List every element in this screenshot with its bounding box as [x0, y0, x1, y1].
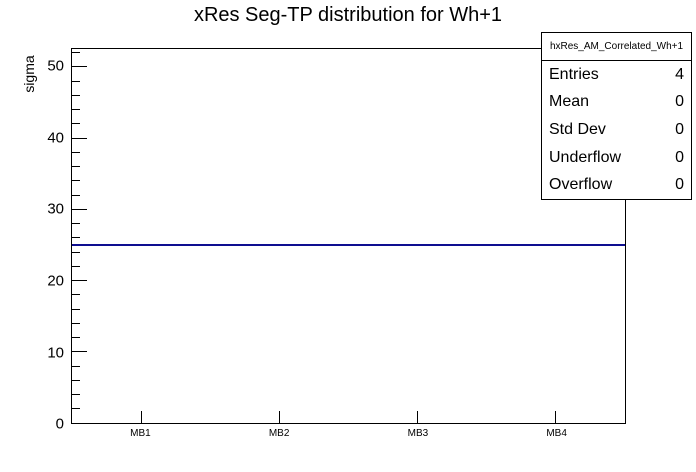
- y-minor-tick: [72, 166, 80, 167]
- y-tick-label-20: 20: [47, 272, 64, 290]
- histogram-line: [486, 243, 626, 246]
- y-minor-tick: [72, 194, 80, 196]
- y-major-tick: [72, 280, 87, 281]
- x-tick-label-mb1: MB1: [130, 428, 151, 439]
- y-minor-tick: [72, 265, 80, 267]
- chart-title: xRes Seg-TP distribution for Wh+1: [193, 4, 503, 26]
- y-major-tick: [72, 351, 87, 353]
- stats-row-stddev: Std Dev 0: [542, 116, 691, 144]
- y-tick-label-30: 30: [47, 200, 64, 218]
- stats-row-overflow: Overflow 0: [542, 171, 691, 199]
- y-tick-label-0: 0: [55, 415, 64, 433]
- histogram-line: [348, 243, 487, 246]
- y-major-tick: [72, 66, 87, 68]
- stats-row-entries: Entries 4: [542, 61, 691, 89]
- stats-value: 4: [675, 65, 684, 83]
- y-minor-tick: [72, 123, 80, 125]
- y-minor-tick: [72, 237, 80, 239]
- histogram-line: [210, 243, 349, 246]
- stats-label: Std Dev: [549, 120, 606, 138]
- y-minor-tick: [72, 223, 80, 224]
- y-minor-tick: [72, 322, 80, 324]
- y-minor-tick: [72, 251, 80, 253]
- x-tick-label-mb2: MB2: [268, 428, 290, 439]
- x-tick-label-mb3: MB3: [407, 428, 429, 439]
- y-minor-tick: [72, 379, 80, 381]
- y-minor-tick: [72, 337, 80, 338]
- y-minor-tick: [72, 394, 80, 395]
- stats-row-mean: Mean 0: [542, 89, 691, 117]
- plot-frame: [71, 48, 626, 424]
- x-major-tick: [278, 411, 280, 423]
- y-minor-tick: [72, 180, 80, 182]
- y-tick-label-40: 40: [47, 129, 64, 147]
- stats-value: 0: [675, 176, 684, 194]
- x-tick-label-mb4: MB4: [546, 428, 567, 439]
- y-minor-tick: [72, 365, 80, 367]
- y-minor-tick: [72, 109, 80, 111]
- stats-label: Underflow: [549, 148, 622, 166]
- histogram-line: [72, 243, 211, 246]
- y-tick-label-10: 10: [47, 344, 64, 361]
- y-major-tick: [72, 208, 87, 210]
- y-major-tick: [72, 137, 87, 139]
- stats-row-underflow: Underflow 0: [542, 144, 691, 172]
- stats-box: hxRes_AM_Correlated_Wh+1 Entries 4 Mean …: [541, 32, 692, 200]
- y-minor-tick: [72, 294, 80, 296]
- stats-box-title: hxRes_AM_Correlated_Wh+1: [542, 33, 691, 61]
- y-tick-label-50: 50: [47, 57, 64, 75]
- x-major-tick: [417, 411, 419, 423]
- stats-label: Mean: [549, 93, 590, 111]
- y-minor-tick: [72, 308, 80, 310]
- x-major-tick: [555, 411, 557, 423]
- stats-label: Overflow: [549, 176, 613, 194]
- y-minor-tick: [72, 408, 80, 410]
- y-minor-tick: [72, 52, 80, 54]
- stats-value: 0: [675, 148, 684, 166]
- y-minor-tick: [72, 80, 80, 82]
- stats-label: Entries: [549, 65, 599, 83]
- y-minor-tick: [72, 151, 80, 153]
- x-major-tick: [140, 411, 142, 423]
- stats-value: 0: [675, 93, 684, 111]
- stats-value: 0: [675, 120, 684, 138]
- y-minor-tick: [72, 94, 80, 96]
